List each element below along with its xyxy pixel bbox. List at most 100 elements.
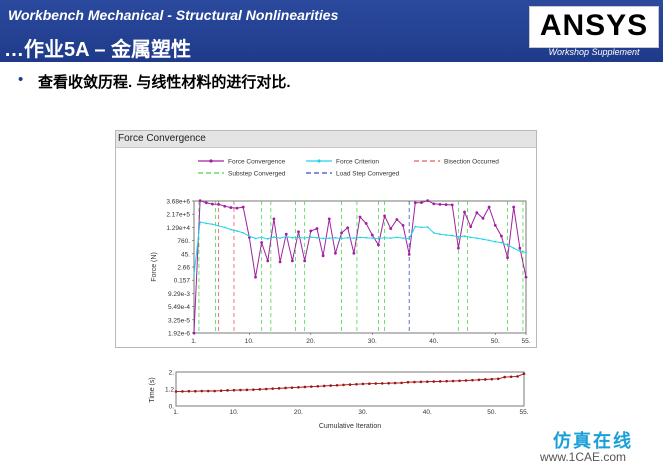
plot-area bbox=[193, 200, 527, 334]
data-point bbox=[328, 237, 331, 239]
y-axis-label: Force (N) bbox=[151, 252, 158, 282]
data-point bbox=[315, 227, 319, 230]
data-point bbox=[469, 236, 472, 239]
time-data-point bbox=[509, 375, 513, 379]
time-data-point bbox=[322, 384, 326, 388]
data-point bbox=[525, 251, 527, 254]
watermark-cn: 仿真在线 bbox=[553, 431, 633, 451]
time-data-point bbox=[284, 386, 287, 390]
time-chart: 1. 10. 20. 30. 40. 50. 55. Cumulative Iteration bbox=[174, 371, 529, 430]
data-point bbox=[444, 203, 448, 207]
data-point bbox=[439, 233, 441, 236]
data-point bbox=[303, 259, 307, 263]
time-data-point bbox=[477, 378, 481, 382]
data-point bbox=[482, 238, 484, 241]
time-data-point bbox=[400, 381, 403, 385]
data-point bbox=[395, 218, 399, 221]
header-bar: Workbench Mechanical - Structural Nonlin… bbox=[0, 0, 663, 62]
data-point bbox=[204, 201, 208, 205]
time-data-point bbox=[245, 388, 249, 392]
time-x-tick-label: 40. bbox=[423, 409, 432, 416]
time-data-point bbox=[374, 382, 378, 385]
data-point bbox=[346, 236, 349, 239]
time-data-point bbox=[490, 377, 494, 381]
data-point bbox=[352, 237, 355, 239]
x-tick-label: 30. bbox=[368, 338, 377, 345]
data-point bbox=[297, 236, 300, 239]
x-tick-label: 55. bbox=[521, 338, 530, 345]
time-data-point bbox=[258, 388, 262, 391]
time-data-point bbox=[522, 372, 526, 375]
data-point bbox=[488, 239, 491, 242]
data-point bbox=[426, 199, 430, 203]
data-point bbox=[383, 236, 386, 239]
data-point bbox=[217, 224, 220, 227]
time-data-point bbox=[451, 379, 455, 383]
data-point bbox=[272, 217, 276, 221]
data-point bbox=[297, 230, 300, 234]
data-point bbox=[364, 222, 368, 225]
time-data-point bbox=[432, 380, 436, 383]
data-point bbox=[235, 206, 239, 210]
legend-marker bbox=[209, 159, 213, 163]
data-point bbox=[420, 226, 423, 229]
data-point bbox=[260, 241, 264, 244]
time-data-point bbox=[316, 384, 320, 388]
data-point bbox=[254, 237, 257, 240]
time-data-point bbox=[290, 386, 294, 389]
data-point bbox=[500, 234, 503, 238]
time-x-tick-label: 10. bbox=[229, 409, 238, 416]
data-point bbox=[487, 205, 491, 209]
watermark-url: www.1CAE.com bbox=[540, 450, 627, 464]
header-title: Workbench Mechanical - Structural Nonlin… bbox=[8, 7, 339, 23]
data-point bbox=[481, 216, 485, 220]
data-point bbox=[316, 236, 318, 239]
data-point bbox=[432, 202, 436, 206]
data-point bbox=[346, 226, 350, 230]
data-point bbox=[223, 226, 226, 229]
event-lines bbox=[198, 201, 524, 333]
time-data-point bbox=[393, 381, 397, 385]
time-data-point bbox=[303, 385, 307, 389]
time-data-point bbox=[496, 377, 500, 381]
data-point bbox=[334, 251, 337, 255]
data-point bbox=[402, 237, 404, 239]
data-point bbox=[438, 202, 442, 206]
bullet-icon: • bbox=[18, 71, 24, 88]
legend-marker bbox=[317, 159, 321, 163]
chart-legend: Force Convergence Force Criterion Bisectio… bbox=[198, 159, 499, 178]
time-data-point bbox=[413, 380, 416, 384]
data-point bbox=[340, 237, 343, 240]
data-point bbox=[370, 233, 374, 237]
data-point bbox=[414, 225, 417, 228]
time-data-point bbox=[232, 388, 236, 392]
data-point bbox=[377, 237, 380, 240]
time-data-point bbox=[219, 389, 223, 392]
time-data-point bbox=[380, 382, 384, 385]
data-point bbox=[236, 230, 238, 232]
time-x-axis-label: Cumulative Iteration bbox=[319, 423, 381, 430]
x-tick-label: 40. bbox=[429, 338, 438, 345]
x-tick-label: 50. bbox=[491, 338, 500, 345]
data-point bbox=[273, 236, 275, 239]
force-convergence-panel: Force Convergence Force Convergence Force… bbox=[115, 130, 537, 348]
data-point bbox=[192, 331, 196, 335]
data-point bbox=[211, 202, 214, 206]
data-point bbox=[309, 236, 312, 239]
x-axis: 1. 10. 20. 30. 40. 50. 55. bbox=[191, 333, 531, 345]
time-x-tick-label: 30. bbox=[358, 409, 367, 416]
time-x-tick-label: 20. bbox=[294, 409, 303, 416]
time-data-point bbox=[368, 382, 371, 386]
time-x-tick-label: 55. bbox=[519, 409, 528, 416]
data-point bbox=[371, 237, 374, 239]
y-tick-label: 3.68e+6 bbox=[166, 199, 190, 206]
legend-label: Bisection Occurred bbox=[444, 159, 499, 166]
time-y-axis-label: Time (s) bbox=[149, 377, 156, 402]
data-point bbox=[450, 203, 454, 207]
time-data-point bbox=[310, 385, 313, 388]
data-point bbox=[506, 256, 509, 259]
time-data-point bbox=[464, 379, 468, 382]
bullet-text: 查看收敛历程. 与线性材料的进行对比. bbox=[38, 74, 291, 91]
data-point bbox=[512, 205, 516, 209]
time-data-point bbox=[239, 388, 242, 392]
